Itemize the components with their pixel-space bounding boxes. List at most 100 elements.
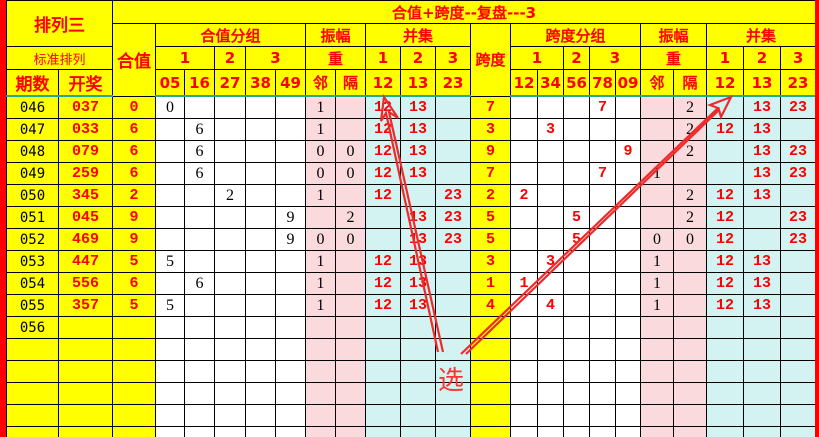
union-sub-1: 1 bbox=[365, 46, 401, 70]
period-cell bbox=[6, 382, 59, 405]
table-row: 051 045 9 9 2 13 23 5 5 2 12 23 bbox=[6, 206, 815, 229]
amplitude-cell: 0 bbox=[335, 228, 366, 251]
amplitude-cell: 1 bbox=[305, 294, 336, 317]
union-cell bbox=[435, 404, 471, 427]
union-col: 23 bbox=[435, 69, 471, 97]
amplitude2-cell bbox=[640, 118, 674, 141]
union-cell: 12 bbox=[365, 140, 401, 163]
amplitude-cell bbox=[335, 338, 366, 361]
span-group-cell bbox=[589, 382, 616, 405]
amplitude-cell bbox=[335, 404, 366, 427]
sum-group-cell bbox=[245, 206, 276, 229]
union-cell: 23 bbox=[435, 206, 471, 229]
span-group-cell bbox=[510, 382, 538, 405]
draw-cell: 033 bbox=[58, 118, 113, 141]
amplitude2-cell: 0 bbox=[673, 228, 707, 251]
union2-cell: 13 bbox=[743, 184, 781, 207]
sum-group-cell bbox=[275, 250, 306, 273]
span-group-cell bbox=[537, 360, 564, 383]
sum-group-cell bbox=[275, 382, 306, 405]
sum-group-cell bbox=[184, 95, 215, 119]
amplitude2-cell bbox=[673, 162, 707, 185]
union2-cell: 23 bbox=[779, 95, 815, 119]
union2-cell bbox=[779, 382, 815, 405]
span-group-cell bbox=[615, 272, 641, 295]
sum-group-cell bbox=[245, 162, 276, 185]
sum-group-cell bbox=[155, 206, 185, 229]
union2-cell bbox=[743, 316, 781, 339]
union-cell bbox=[435, 162, 471, 185]
union2-cell bbox=[779, 272, 815, 295]
amplitude-cell: 0 bbox=[335, 140, 366, 163]
union-header: 并集 bbox=[365, 23, 471, 47]
sheet-title: 合值+跨度--复盘---3 bbox=[111, 0, 815, 24]
union2-cell bbox=[706, 426, 744, 437]
span-group-cell bbox=[563, 316, 590, 339]
draw-cell: 079 bbox=[58, 140, 113, 163]
period-cell: 055 bbox=[6, 294, 59, 317]
span-group-cell bbox=[615, 404, 641, 427]
amplitude2-cell bbox=[673, 404, 707, 427]
sum-group-cell bbox=[245, 228, 276, 251]
sum-group-cell bbox=[184, 382, 215, 405]
sum-group-cell bbox=[245, 294, 276, 317]
span-group-cell bbox=[563, 184, 590, 207]
table-row: 053 447 5 5 1 12 13 3 3 1 12 13 bbox=[6, 250, 815, 273]
span-group-cell bbox=[537, 140, 564, 163]
table-row: 050 345 2 2 1 12 23 2 2 2 12 13 bbox=[6, 184, 815, 207]
sum-cell: 2 bbox=[112, 184, 156, 207]
sum-group-col: 49 bbox=[275, 69, 306, 97]
draw-cell: 259 bbox=[58, 162, 113, 185]
union-cell bbox=[435, 118, 471, 141]
union2-col: 23 bbox=[779, 69, 815, 97]
span-cell bbox=[470, 360, 511, 383]
sum-group-cell bbox=[214, 162, 246, 185]
union2-cell: 12 bbox=[706, 228, 744, 251]
amplitude2-cell bbox=[640, 95, 674, 119]
span-group-col: 78 bbox=[589, 69, 616, 97]
union2-cell: 13 bbox=[743, 272, 781, 295]
union-cell bbox=[365, 228, 401, 251]
span-group-cell: 7 bbox=[589, 95, 616, 119]
span-group-cell bbox=[537, 382, 564, 405]
table-row: 056 bbox=[6, 316, 815, 339]
sum-group-cell: 5 bbox=[155, 250, 185, 273]
period-cell: 052 bbox=[6, 228, 59, 251]
union-cell: 13 bbox=[400, 162, 436, 185]
sum-group-cell: 6 bbox=[184, 162, 215, 185]
span-group-cell: 1 bbox=[510, 272, 538, 295]
union-cell: 13 bbox=[400, 250, 436, 273]
sum-cell: 0 bbox=[112, 95, 156, 119]
sum-group-cell bbox=[275, 338, 306, 361]
span-group-cell bbox=[589, 250, 616, 273]
sum-group-col: 38 bbox=[245, 69, 276, 97]
span-group-header: 跨度分组 bbox=[510, 23, 641, 47]
sum-group-cell bbox=[275, 404, 306, 427]
union2-cell: 13 bbox=[743, 294, 781, 317]
sum-cell: 6 bbox=[112, 162, 156, 185]
span-group-cell bbox=[563, 404, 590, 427]
union-cell bbox=[435, 250, 471, 273]
period-cell bbox=[6, 426, 59, 437]
span-group-2: 2 bbox=[563, 46, 590, 70]
union2-cell: 23 bbox=[779, 140, 815, 163]
union2-cell bbox=[743, 382, 781, 405]
span-group-3: 3 bbox=[589, 46, 641, 70]
sum-group-cell bbox=[214, 316, 246, 339]
span-group-cell bbox=[537, 338, 564, 361]
draw-cell: 037 bbox=[58, 95, 113, 119]
union-cell: 13 bbox=[400, 140, 436, 163]
span-group-cell bbox=[589, 228, 616, 251]
span-cell: 1 bbox=[470, 272, 511, 295]
union-cell: 12 bbox=[365, 162, 401, 185]
union2-cell bbox=[743, 426, 781, 437]
sum-group-cell bbox=[184, 206, 215, 229]
union2-cell: 13 bbox=[743, 162, 781, 185]
span-group-cell bbox=[589, 140, 616, 163]
span-group-cell bbox=[615, 162, 641, 185]
amplitude-cell bbox=[335, 118, 366, 141]
amplitude-cell: 0 bbox=[305, 228, 336, 251]
amplitude-cell bbox=[305, 338, 336, 361]
union2-cell: 12 bbox=[706, 272, 744, 295]
sum-group-cell bbox=[214, 294, 246, 317]
